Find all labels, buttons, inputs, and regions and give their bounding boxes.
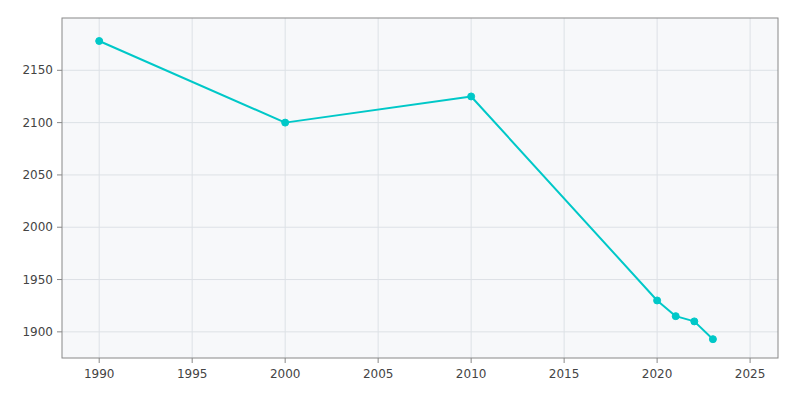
grid-line-y — [62, 279, 778, 280]
point — [468, 93, 475, 100]
grid-line-x — [378, 18, 379, 358]
axes: 1990 1995 2000 2005 2010 2015 2020 2025 1900 1950… — [22, 18, 778, 381]
grid-line-y — [62, 174, 778, 175]
tick-label-x: 2005 — [363, 367, 394, 381]
tick-y — [57, 227, 62, 228]
tick-label-x: 2025 — [735, 367, 766, 381]
grid-line-x — [99, 18, 100, 358]
tick-label-x: 2020 — [642, 367, 673, 381]
tick-label-y: 2050 — [22, 168, 53, 182]
tick-label-y: 1900 — [22, 325, 53, 339]
tick-label-x: 1995 — [177, 367, 208, 381]
tick-label-x: 2010 — [456, 367, 487, 381]
plot-background — [62, 18, 778, 358]
tick-y — [57, 279, 62, 280]
grid-line-y — [62, 331, 778, 332]
tick-y — [57, 174, 62, 175]
point — [709, 336, 716, 343]
tick-label-x: 1990 — [84, 367, 115, 381]
plot-frame — [62, 18, 778, 358]
tick-x — [285, 358, 286, 363]
point — [672, 313, 679, 320]
tick-label-x: 2015 — [549, 367, 580, 381]
tick-y — [57, 70, 62, 71]
grid-line-y — [62, 70, 778, 71]
tick-label-y: 2100 — [22, 116, 53, 130]
chart: 1990 1995 2000 2005 2010 2015 2020 2025 1900 1950… — [0, 0, 800, 400]
grid-line-x — [192, 18, 193, 358]
grid — [62, 18, 778, 358]
tick-y — [57, 331, 62, 332]
point — [282, 119, 289, 126]
line — [99, 41, 713, 339]
tick-label-x: 2000 — [270, 367, 301, 381]
tick-x — [657, 358, 658, 363]
grid-line-x — [564, 18, 565, 358]
point — [654, 297, 661, 304]
grid-line-x — [657, 18, 658, 358]
tick-x — [192, 358, 193, 363]
page: {"chart_data": {"type": "line", "x": [19… — [0, 0, 800, 400]
tick-x — [99, 358, 100, 363]
point — [96, 38, 103, 45]
tick-label-y: 2000 — [22, 220, 53, 234]
chart-container: 1990 1995 2000 2005 2010 2015 2020 2025 1900 1950… — [0, 0, 800, 400]
grid-line-y — [62, 227, 778, 228]
tick-x — [471, 358, 472, 363]
tick-y — [57, 122, 62, 123]
tick-x — [378, 358, 379, 363]
data-layer — [96, 38, 717, 343]
grid-line-x — [750, 18, 751, 358]
tick-x — [750, 358, 751, 363]
grid-line-y — [62, 122, 778, 123]
tick-label-y: 1950 — [22, 273, 53, 287]
grid-line-x — [285, 18, 286, 358]
grid-line-x — [471, 18, 472, 358]
tick-label-y: 2150 — [22, 63, 53, 77]
point — [691, 318, 698, 325]
tick-x — [564, 358, 565, 363]
